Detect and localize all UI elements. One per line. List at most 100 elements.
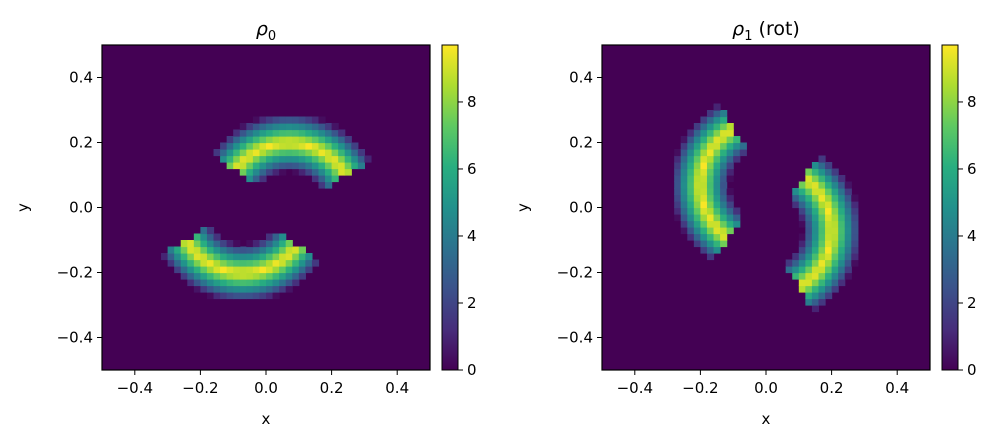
heatmap-cell [798,220,806,228]
heatmap-cell [851,259,859,267]
heatmap-cell [818,181,826,189]
heatmap-cell [726,220,734,228]
heatmap-cell [674,201,682,209]
heatmap-cell [831,201,839,209]
heatmap-cell [811,305,820,313]
heatmap-cell [266,259,274,267]
heatmap-cell [680,136,688,144]
heatmap-cell [233,155,241,163]
colorbar-tick-label: 8 [467,93,477,111]
heatmap-cell [713,129,721,137]
heatmap-cell [292,272,300,280]
heatmap-cell [311,149,320,157]
heatmap-cell [700,116,708,124]
heatmap-cell [344,142,352,150]
heatmap-cell [272,168,280,176]
heatmap-cell [213,240,221,248]
heatmap-cell [838,214,846,222]
heatmap-cell [233,246,241,254]
heatmap-cell [298,129,306,137]
heatmap-cell [331,155,339,163]
heatmap-cell [298,136,306,144]
heatmap-cell [305,116,313,124]
heatmap-cell [818,194,826,202]
heatmap-cell [206,227,215,235]
heatmap-cell [318,181,326,189]
colorbar-tick-label: 2 [967,294,977,312]
heatmap-cell [226,162,234,170]
heatmap-cell [700,188,708,196]
heatmap-cell [226,149,234,157]
heatmap-cell [292,116,300,124]
heatmap-cell [680,155,688,163]
heatmap-cell [720,201,728,209]
heatmap-cell [292,123,300,131]
heatmap-cell [825,227,833,235]
heatmap-cell [311,162,320,170]
heatmap-cell [720,168,728,176]
heatmap-cell [226,285,234,293]
heatmap-cell [193,259,201,267]
heatmap-cell [167,253,175,261]
heatmap-cell [331,168,339,176]
heatmap-cell [706,136,715,144]
heatmap-background [102,45,430,370]
heatmap-cell [252,266,261,274]
heatmap-cell [233,142,241,150]
heatmap-cell [167,246,175,254]
heatmap-cell [693,220,701,228]
heatmap-cell [259,253,267,261]
heatmap-cell [266,285,274,293]
heatmap-cell [200,259,208,267]
heatmap-cell [798,207,806,215]
heatmap-cell [193,246,201,254]
heatmap-cell [693,240,701,248]
heatmap-cell [792,253,800,261]
heatmap-cell [220,279,228,287]
heatmap-cell [259,136,267,144]
heatmap-cell [266,129,274,137]
heatmap-cell [713,123,721,131]
heatmap-cell [298,266,306,274]
heatmap-cell [706,207,715,215]
heatmap-cell [713,168,721,176]
x-tick-label: 0.4 [885,379,909,397]
heatmap-cell [325,175,333,183]
heatmap-cell [805,168,813,176]
heatmap-cell [213,149,221,157]
heatmap-cell [226,292,234,300]
heatmap-cell [200,227,208,235]
heatmap-cell [174,266,182,274]
heatmap-cell [838,246,846,254]
heatmap-cell [720,207,728,215]
heatmap-cell [680,194,688,202]
heatmap-cell [687,201,695,209]
heatmap-cell [279,233,287,241]
heatmap-cell [233,240,241,248]
heatmap-cell [298,168,306,176]
heatmap-cell [713,233,721,241]
heatmap-cell [700,214,708,222]
heatmap-cell [687,181,695,189]
heatmap-cell [706,162,715,170]
heatmap-cell [693,168,701,176]
heatmap-cell [700,246,708,254]
heatmap-cell [805,194,813,202]
heatmap-cell [798,201,806,209]
heatmap-cell [720,194,728,202]
heatmap-cell [305,253,313,261]
heatmap-cell [706,233,715,241]
heatmap-cell [726,155,734,163]
heatmap-cell [674,207,682,215]
heatmap-cell [200,246,208,254]
heatmap-cell [720,188,728,196]
colorbar-tick-label: 6 [967,160,977,178]
heatmap-cell [706,181,715,189]
heatmap-cell [811,181,820,189]
heatmap-cell [193,285,201,293]
x-axis-label: x [262,410,271,428]
heatmap-cell [680,168,688,176]
heatmap-cell [831,207,839,215]
colorbar-tick-label: 4 [467,227,477,245]
heatmap-cell [700,149,708,157]
